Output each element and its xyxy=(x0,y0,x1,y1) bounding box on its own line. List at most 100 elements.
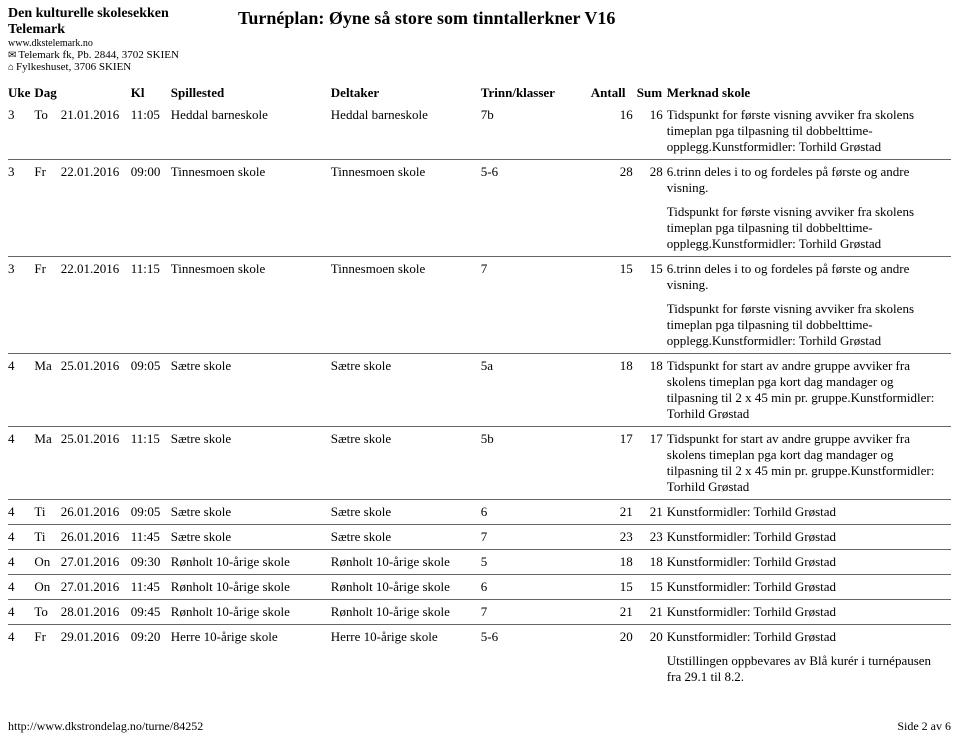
postal-address-text: Telemark fk, Pb. 2844, 3702 SKIEN xyxy=(18,49,179,61)
dag-cell: Fr xyxy=(34,160,60,257)
kl-cell: 09:00 xyxy=(131,160,171,257)
dato-cell: 22.01.2016 xyxy=(61,160,131,257)
antall-cell: 21 xyxy=(591,600,637,625)
dag-cell: On xyxy=(34,575,60,600)
envelope-icon: ✉ xyxy=(8,50,16,61)
dato-cell: 25.01.2016 xyxy=(61,427,131,500)
antall-cell: 18 xyxy=(591,354,637,427)
spillested-cell: Rønholt 10-årige skole xyxy=(171,550,331,575)
org-postal-address: ✉Telemark fk, Pb. 2844, 3702 SKIEN xyxy=(8,49,228,61)
street-address-text: Fylkeshuset, 3706 SKIEN xyxy=(16,61,131,73)
merknad-text: Kunstformidler: Torhild Grøstad xyxy=(667,529,947,545)
sum-cell: 21 xyxy=(637,600,667,625)
page-title: Turnéplan: Øyne så store som tinntallerk… xyxy=(238,8,615,29)
dato-cell: 22.01.2016 xyxy=(61,257,131,354)
col-uke-header: Uke xyxy=(8,83,34,103)
merknad-text: Tidspunkt for start av andre gruppe avvi… xyxy=(667,358,947,422)
col-spillested-header: Spillested xyxy=(171,83,331,103)
col-merknad-header: Merknad skole xyxy=(667,83,951,103)
merknad-text: Tidspunkt for første visning avviker fra… xyxy=(667,107,947,155)
trinn-cell: 5-6 xyxy=(481,160,591,257)
org-name: Den kulturelle skolesekken Telemark xyxy=(8,6,228,38)
merknad-cell: Kunstformidler: Torhild GrøstadUtstillin… xyxy=(667,625,951,690)
kl-cell: 09:05 xyxy=(131,354,171,427)
col-antall-header: Antall xyxy=(591,83,637,103)
dag-cell: Ma xyxy=(34,354,60,427)
sum-cell: 21 xyxy=(637,500,667,525)
trinn-cell: 6 xyxy=(481,575,591,600)
table-row: 4Ma25.01.201609:05Sætre skoleSætre skole… xyxy=(8,354,951,427)
dag-cell: Ti xyxy=(34,500,60,525)
merknad-text: Kunstformidler: Torhild Grøstad xyxy=(667,554,947,570)
merknad-text: Utstillingen oppbevares av Blå kurér i t… xyxy=(667,653,947,685)
sum-cell: 15 xyxy=(637,575,667,600)
kl-cell: 09:30 xyxy=(131,550,171,575)
deltaker-cell: Sætre skole xyxy=(331,500,481,525)
table-row: 4Ti26.01.201611:45Sætre skoleSætre skole… xyxy=(8,525,951,550)
merknad-text: Kunstformidler: Torhild Grøstad xyxy=(667,604,947,620)
deltaker-cell: Tinnesmoen skole xyxy=(331,257,481,354)
kl-cell: 11:05 xyxy=(131,103,171,160)
dato-cell: 26.01.2016 xyxy=(61,525,131,550)
table-row: 3Fr22.01.201611:15Tinnesmoen skoleTinnes… xyxy=(8,257,951,354)
antall-cell: 28 xyxy=(591,160,637,257)
deltaker-cell: Heddal barneskole xyxy=(331,103,481,160)
antall-cell: 15 xyxy=(591,257,637,354)
antall-cell: 17 xyxy=(591,427,637,500)
col-kl-header: Kl xyxy=(131,83,171,103)
merknad-text: 6.trinn deles i to og fordeles på første… xyxy=(667,164,947,196)
antall-cell: 23 xyxy=(591,525,637,550)
kl-cell: 09:45 xyxy=(131,600,171,625)
dato-cell: 26.01.2016 xyxy=(61,500,131,525)
uke-cell: 4 xyxy=(8,525,34,550)
deltaker-cell: Rønholt 10-årige skole xyxy=(331,550,481,575)
document-header: Den kulturelle skolesekken Telemark www.… xyxy=(8,6,951,73)
org-url: www.dkstelemark.no xyxy=(8,38,228,49)
dag-cell: To xyxy=(34,600,60,625)
merknad-cell: Tidspunkt for første visning avviker fra… xyxy=(667,103,951,160)
merknad-cell: Kunstformidler: Torhild Grøstad xyxy=(667,525,951,550)
col-deltaker-header: Deltaker xyxy=(331,83,481,103)
kl-cell: 11:15 xyxy=(131,427,171,500)
dato-cell: 27.01.2016 xyxy=(61,550,131,575)
merknad-cell: Kunstformidler: Torhild Grøstad xyxy=(667,550,951,575)
trinn-cell: 7 xyxy=(481,257,591,354)
deltaker-cell: Rønholt 10-årige skole xyxy=(331,575,481,600)
dag-cell: To xyxy=(34,103,60,160)
dag-cell: Fr xyxy=(34,257,60,354)
table-row: 4Ma25.01.201611:15Sætre skoleSætre skole… xyxy=(8,427,951,500)
col-trinn-header: Trinn/klasser xyxy=(481,83,591,103)
merknad-text: 6.trinn deles i to og fordeles på første… xyxy=(667,261,947,293)
deltaker-cell: Sætre skole xyxy=(331,427,481,500)
kl-cell: 11:45 xyxy=(131,575,171,600)
sum-cell: 17 xyxy=(637,427,667,500)
table-row: 3To21.01.201611:05Heddal barneskoleHedda… xyxy=(8,103,951,160)
dag-cell: Ma xyxy=(34,427,60,500)
trinn-cell: 7b xyxy=(481,103,591,160)
merknad-cell: Kunstformidler: Torhild Grøstad xyxy=(667,600,951,625)
merknad-cell: Tidspunkt for start av andre gruppe avvi… xyxy=(667,427,951,500)
table-header-row: Uke Dag Kl Spillested Deltaker Trinn/kla… xyxy=(8,83,951,103)
spillested-cell: Sætre skole xyxy=(171,354,331,427)
sum-cell: 23 xyxy=(637,525,667,550)
table-row: 4On27.01.201609:30Rønholt 10-årige skole… xyxy=(8,550,951,575)
merknad-text: Kunstformidler: Torhild Grøstad xyxy=(667,504,947,520)
spillested-cell: Tinnesmoen skole xyxy=(171,257,331,354)
trinn-cell: 7 xyxy=(481,525,591,550)
spillested-cell: Heddal barneskole xyxy=(171,103,331,160)
uke-cell: 3 xyxy=(8,257,34,354)
spillested-cell: Rønholt 10-årige skole xyxy=(171,575,331,600)
dato-cell: 21.01.2016 xyxy=(61,103,131,160)
table-row: 4Fr29.01.201609:20Herre 10-årige skoleHe… xyxy=(8,625,951,690)
kl-cell: 11:45 xyxy=(131,525,171,550)
uke-cell: 4 xyxy=(8,575,34,600)
antall-cell: 16 xyxy=(591,103,637,160)
dato-cell: 29.01.2016 xyxy=(61,625,131,690)
table-row: 4On27.01.201611:45Rønholt 10-årige skole… xyxy=(8,575,951,600)
org-street-address: ⌂Fylkeshuset, 3706 SKIEN xyxy=(8,61,228,73)
dato-cell: 25.01.2016 xyxy=(61,354,131,427)
dato-cell: 27.01.2016 xyxy=(61,575,131,600)
trinn-cell: 5b xyxy=(481,427,591,500)
uke-cell: 3 xyxy=(8,103,34,160)
antall-cell: 21 xyxy=(591,500,637,525)
